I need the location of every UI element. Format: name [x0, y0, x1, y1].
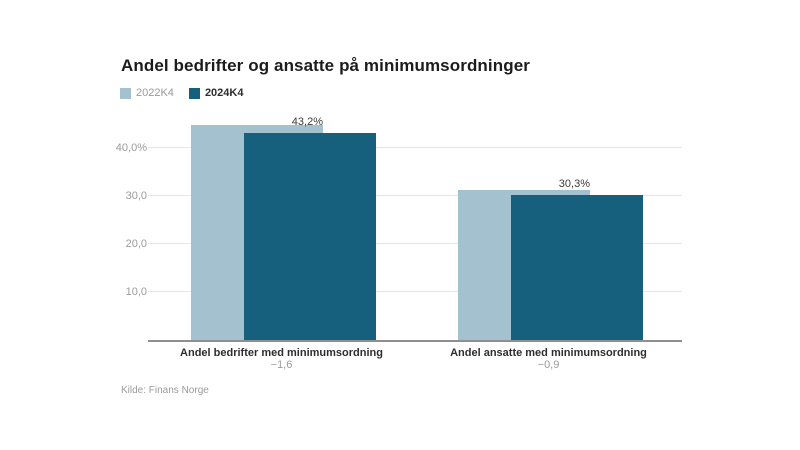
x-axis-line — [148, 340, 682, 342]
bar-2024K4 — [511, 194, 643, 340]
change-label: −1,6 — [270, 359, 293, 371]
y-axis-tick-label: 10,0 — [125, 286, 147, 298]
y-axis-tick-label: 20,0 — [125, 238, 147, 250]
legend-item-2024K4: 2024K4 — [188, 87, 244, 99]
legend-label: 2024K4 — [204, 87, 244, 99]
value-label: 30,3% — [558, 177, 590, 190]
value-label: 43,2% — [291, 115, 323, 128]
source-note: Kilde: Finans Norge — [121, 385, 209, 396]
y-axis-tick-label: 40,0% — [115, 142, 147, 154]
change-label: −0,9 — [537, 359, 560, 371]
legend-swatch — [120, 88, 131, 99]
gridline — [148, 291, 682, 292]
gridline — [148, 243, 682, 244]
chart-legend: 2022K4 2024K4 — [120, 88, 243, 99]
category-label: Andel bedrifter med minimumsordning — [180, 347, 383, 359]
y-axis-tick-label: 30,0 — [125, 190, 147, 202]
chart-title: Andel bedrifter og ansatte på minimumsor… — [121, 56, 530, 75]
legend-item-2022K4: 2022K4 — [120, 88, 174, 99]
gridline — [148, 195, 682, 196]
category-label: Andel ansatte med minimumsordning — [450, 347, 647, 359]
legend-label: 2022K4 — [136, 87, 174, 99]
gridline — [148, 147, 682, 148]
legend-swatch — [188, 88, 200, 99]
bar-2024K4 — [244, 132, 376, 340]
